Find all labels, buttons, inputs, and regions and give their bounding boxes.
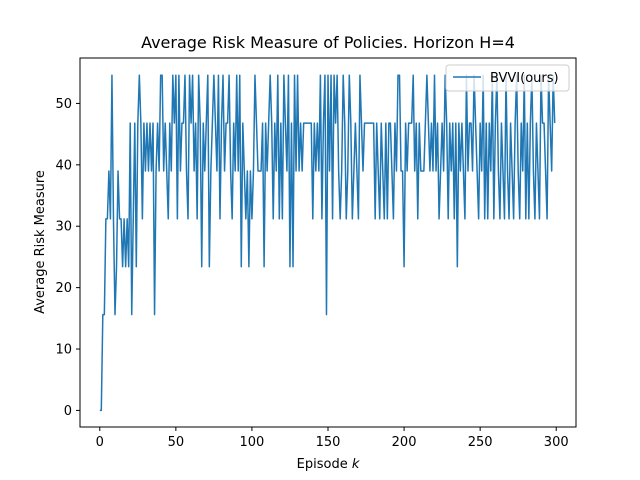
y-tick-label-50: 50 (55, 97, 72, 112)
legend-box (445, 64, 570, 92)
y-tick-label-30: 30 (55, 220, 72, 235)
x-tick-label-200: 200 (392, 435, 417, 450)
y-axis-label: Average Risk Measure (33, 170, 48, 314)
x-tick-label-250: 250 (468, 435, 493, 450)
x-tick-label-100: 100 (240, 435, 265, 450)
y-tick-label-40: 40 (55, 158, 72, 173)
series-line-bvvi (99, 74, 556, 412)
y-axis: 0 10 20 30 40 50 (55, 97, 80, 419)
legend: BVVI(ours) (445, 64, 570, 92)
plot-area (99, 74, 556, 412)
x-axis-label-text: Episode (297, 457, 352, 472)
x-axis-label-variable: k (352, 457, 360, 472)
y-tick-label-0: 0 (64, 404, 72, 419)
x-axis-label: Episode k (297, 457, 360, 472)
x-tick-label-50: 50 (168, 435, 185, 450)
x-tick-label-300: 300 (544, 435, 569, 450)
x-axis: 0 50 100 150 200 250 300 (96, 427, 569, 450)
x-tick-label-0: 0 (96, 435, 104, 450)
y-tick-label-20: 20 (55, 281, 72, 296)
y-tick-label-10: 10 (55, 343, 72, 358)
x-tick-label-150: 150 (316, 435, 341, 450)
chart-title: Average Risk Measure of Policies. Horizo… (141, 33, 515, 52)
legend-label-bvvi: BVVI(ours) (490, 71, 559, 86)
